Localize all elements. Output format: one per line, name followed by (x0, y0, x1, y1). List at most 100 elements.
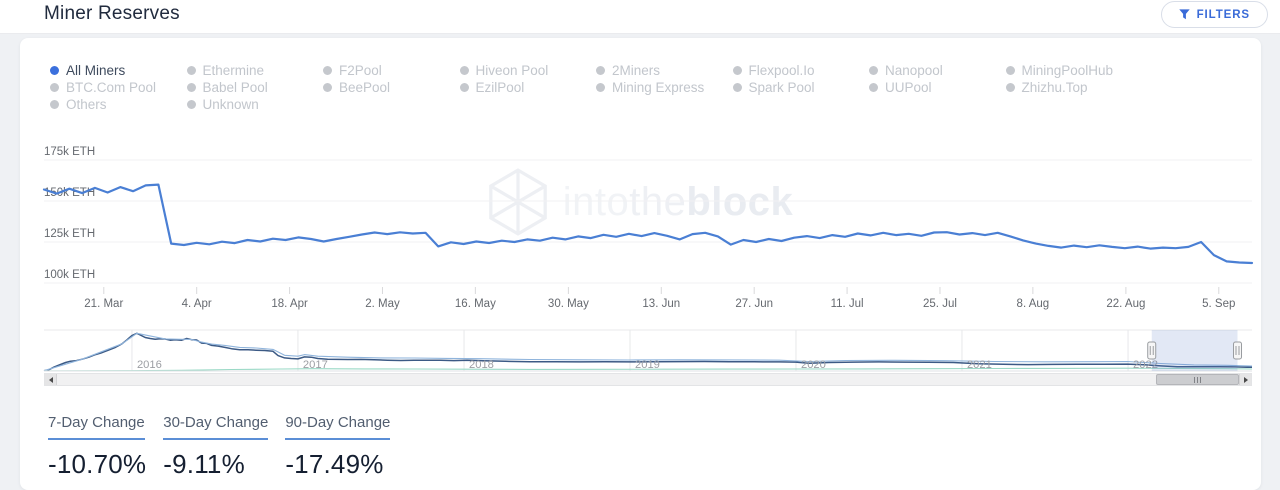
scrollbar-thumb[interactable] (1156, 374, 1239, 385)
navigator-year-label: 2018 (469, 359, 494, 371)
navigator-handle-right[interactable] (1233, 341, 1243, 360)
legend: All Miners BTC.Com Pool Others Ethermine Bab… (50, 62, 1142, 113)
navigator-handle-left[interactable] (1147, 341, 1157, 360)
legend-dot-icon (1005, 66, 1015, 75)
right-triangle-icon (1243, 376, 1248, 383)
legend-dot-icon (186, 66, 196, 75)
legend-item-label: F2Pool (339, 63, 382, 78)
legend-item-label: BeePool (339, 80, 391, 95)
legend-item-label: Zhizhu.Top (1021, 80, 1088, 95)
legend-dot-icon (186, 100, 196, 109)
legend-column: Nanopool UUPool (869, 62, 1006, 113)
legend-dot-icon (459, 66, 469, 75)
legend-item-label: 2Miners (612, 63, 661, 78)
legend-column: F2Pool BeePool (323, 62, 460, 113)
legend-item-f2pool[interactable]: F2Pool (323, 62, 460, 79)
legend-item-spark-pool[interactable]: Spark Pool (732, 79, 870, 96)
legend-dot-icon (1005, 83, 1015, 92)
chart-card: intotheblock 175k ETH 150k ETH 125k ETH 100… (20, 38, 1261, 490)
legend-item-label: EzilPool (475, 80, 525, 95)
legend-item-miningpoolhub[interactable]: MiningPoolHub (1005, 62, 1143, 79)
y-axis-label: 175k ETH (44, 146, 95, 158)
thumb-grip (1200, 376, 1201, 383)
legend-column: Flexpool.Io Spark Pool (732, 62, 870, 113)
x-axis-label: 18. Apr (271, 298, 308, 310)
legend-item-2miners[interactable]: 2Miners (596, 62, 733, 79)
filter-funnel-icon (1178, 9, 1190, 20)
legend-item-zhizhu-top[interactable]: Zhizhu.Top (1005, 79, 1143, 96)
stat-7-day-change: 7-Day Change -10.70% (48, 414, 146, 480)
x-axis-label: 5. Sep (1202, 298, 1235, 310)
legend-item-label: Ethermine (202, 63, 265, 78)
legend-dot-icon (869, 66, 878, 75)
legend-column: 2Miners Mining Express (596, 62, 733, 113)
stats-row: 7-Day Change -10.70% 30-Day Change -9.11… (48, 414, 391, 480)
navigator-year-label: 2022 (1133, 359, 1158, 371)
legend-item-label: UUPool (885, 80, 932, 95)
scrollbar-left-arrow[interactable] (45, 374, 57, 385)
stat-30-day-change: 30-Day Change -9.11% (163, 414, 269, 480)
scrollbar-right-arrow[interactable] (1239, 374, 1251, 385)
y-axis-label: 100k ETH (44, 269, 95, 281)
x-axis-label: 8. Aug (1017, 298, 1050, 310)
legend-item-others[interactable]: Others (50, 96, 187, 113)
legend-dot-icon (50, 66, 59, 75)
x-axis-label: 30. May (548, 298, 589, 310)
legend-dot-icon (596, 83, 605, 92)
x-axis-label: 11. Jul (831, 298, 864, 310)
x-axis-label: 22. Aug (1106, 298, 1145, 310)
x-axis-label: 25. Jul (923, 298, 957, 310)
header: Miner Reserves FILTERS (0, 0, 1280, 34)
left-triangle-icon (48, 376, 53, 383)
navigator-scrollbar[interactable] (44, 373, 1252, 386)
navigator-series-tertiary-history (43, 367, 1253, 372)
legend-item-label: Babel Pool (202, 80, 268, 95)
filters-button-label: FILTERS (1196, 8, 1250, 21)
legend-item-unknown[interactable]: Unknown (186, 96, 324, 113)
navigator-selected-range[interactable] (1151, 330, 1238, 371)
legend-item-label: BTC.Com Pool (66, 80, 157, 95)
miner-reserves-chart[interactable]: 175k ETH 150k ETH 125k ETH 100k ETH 21. Mar 4… (20, 38, 1261, 490)
stat-label: 30-Day Change (163, 414, 269, 440)
legend-item-ethermine[interactable]: Ethermine (186, 62, 324, 79)
navigator-year-label: 2019 (635, 359, 660, 371)
y-axis-label: 125k ETH (44, 228, 95, 240)
legend-item-flexpool-io[interactable]: Flexpool.Io (732, 62, 870, 79)
legend-item-uupool[interactable]: UUPool (869, 79, 1006, 96)
x-axis-label: 2. May (365, 298, 400, 310)
legend-item-beepool[interactable]: BeePool (323, 79, 460, 96)
legend-item-label: Spark Pool (748, 80, 815, 95)
stat-value: -10.70% (48, 449, 147, 479)
x-axis-label: 4. Apr (182, 298, 212, 310)
legend-item-babel-pool[interactable]: Babel Pool (186, 79, 324, 96)
x-axis-label: 21. Mar (84, 298, 123, 310)
page-title: Miner Reserves (44, 3, 180, 24)
legend-column: Ethermine Babel Pool Unknown (186, 62, 324, 113)
legend-dot-icon (732, 66, 742, 75)
stat-90-day-change: 90-Day Change -17.49% (285, 414, 391, 480)
y-axis-label: 150k ETH (44, 187, 95, 199)
navigator-year-label: 2021 (967, 359, 992, 371)
legend-item-label: Mining Express (612, 80, 705, 95)
legend-dot-icon (50, 83, 59, 92)
legend-item-label: Others (66, 97, 107, 112)
stat-value: -17.49% (285, 449, 384, 479)
legend-item-nanopool[interactable]: Nanopool (869, 62, 1006, 79)
legend-dot-icon (869, 83, 878, 92)
navigator-series-secondary-history (43, 332, 1253, 372)
legend-item-ezilpool[interactable]: EzilPool (459, 79, 597, 96)
legend-item-all-miners[interactable]: All Miners (50, 62, 187, 79)
filters-button[interactable]: FILTERS (1160, 1, 1268, 28)
legend-item-label: Unknown (202, 97, 259, 112)
legend-column: All Miners BTC.Com Pool Others (50, 62, 187, 113)
all-miners-series-line (42, 183, 1254, 265)
legend-item-btc-com-pool[interactable]: BTC.Com Pool (50, 79, 187, 96)
navigator-year-label: 2016 (137, 359, 162, 371)
legend-item-label: Flexpool.Io (748, 63, 815, 78)
legend-column: MiningPoolHub Zhizhu.Top (1005, 62, 1143, 113)
legend-item-mining-express[interactable]: Mining Express (596, 79, 733, 96)
legend-dot-icon (732, 83, 742, 92)
x-axis-label: 16. May (455, 298, 496, 310)
navigator-year-label: 2017 (303, 359, 328, 371)
legend-item-hiveon-pool[interactable]: Hiveon Pool (459, 62, 597, 79)
